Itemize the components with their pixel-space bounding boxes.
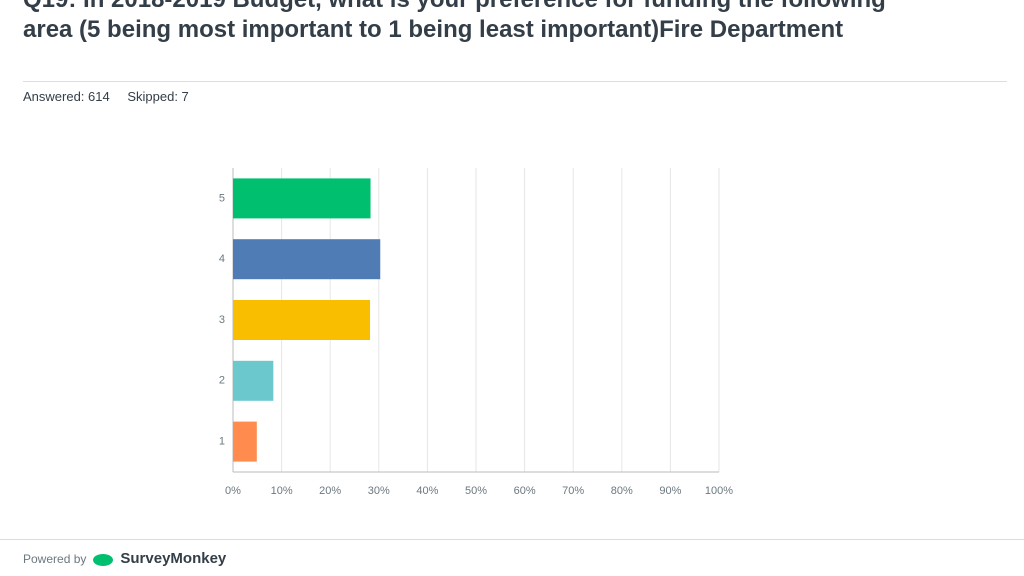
y-tick-label: 5: [219, 192, 225, 204]
footer: Powered by SurveyMonkey: [23, 550, 226, 567]
x-tick-label: 20%: [319, 485, 341, 497]
brand-logo: [93, 553, 114, 566]
x-tick-label: 10%: [271, 485, 293, 497]
x-tick-label: 100%: [705, 485, 733, 497]
skipped-count: Skipped: 7: [127, 89, 189, 104]
answered-count: Answered: 614: [23, 89, 110, 104]
bar: [233, 300, 371, 340]
y-tick-label: 3: [219, 314, 225, 326]
x-tick-label: 40%: [416, 485, 438, 497]
y-tick-label: 1: [219, 436, 225, 448]
divider: [23, 81, 1007, 82]
x-tick-label: 50%: [465, 485, 487, 497]
divider: [0, 539, 1024, 540]
bar: [233, 421, 257, 462]
x-tick-label: 90%: [659, 485, 681, 497]
bar: [233, 178, 371, 219]
brand-name: SurveyMonkey: [120, 550, 227, 567]
x-tick-label: 70%: [562, 485, 584, 497]
y-tick-label: 2: [219, 375, 225, 387]
powered-by: Powered by: [23, 551, 87, 566]
x-tick-label: 0%: [225, 485, 241, 497]
x-tick-label: 60%: [514, 485, 536, 497]
response-stats: Answered: 614 Skipped: 7: [23, 89, 203, 104]
bar: [233, 239, 381, 280]
bar: [233, 360, 274, 401]
question-title: Q19: In 2018-2019 Budget, what is your p…: [23, 0, 886, 43]
y-tick-label: 4: [219, 253, 225, 265]
x-tick-label: 80%: [611, 485, 633, 497]
x-tick-label: 30%: [368, 485, 390, 497]
